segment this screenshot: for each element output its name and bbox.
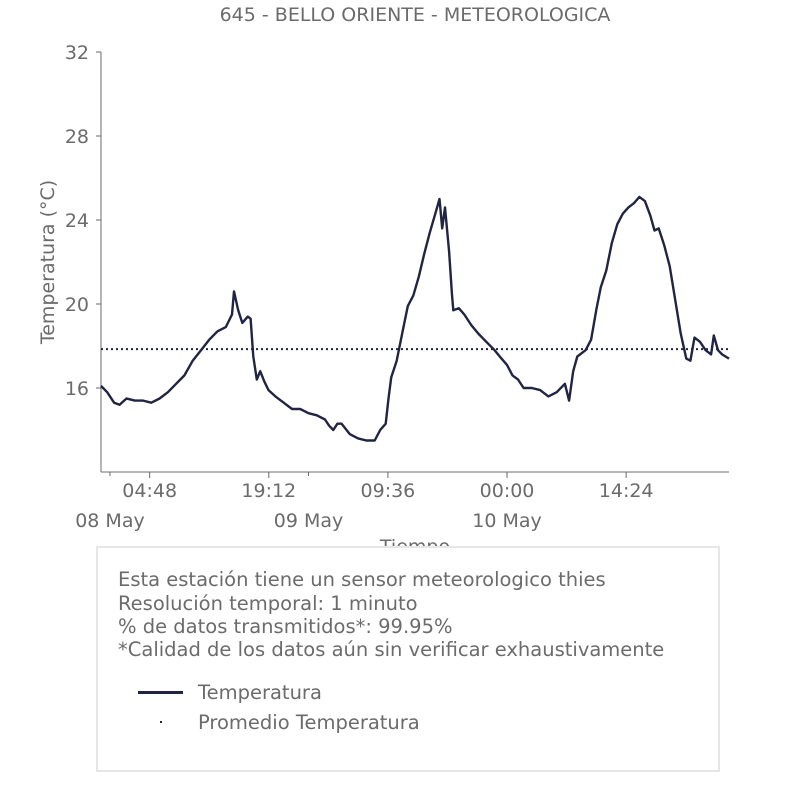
legend-dot-swatch — [138, 710, 184, 734]
x-tick-label: 14:24 — [599, 480, 654, 502]
series — [100, 195, 730, 442]
y-tick-label: 24 — [65, 210, 89, 232]
chart-title: 645 - BELLO ORIENTE - METEOROLOGICA — [220, 4, 611, 26]
y-axis: 16 20 24 28 32 — [65, 42, 102, 472]
x-date-label: 09 May — [274, 510, 344, 532]
y-axis-label: Temperatura (°C) — [37, 180, 59, 345]
legend-item-temperatura: Temperatura — [138, 680, 322, 704]
data-quality-note: *Calidad de los datos aún sin verificar … — [118, 638, 665, 661]
legend-label: Temperatura — [198, 680, 322, 704]
info-legend-box: Esta estación tiene un sensor meteorolog… — [96, 546, 720, 772]
station-description: Esta estación tiene un sensor meteorolog… — [118, 568, 606, 591]
x-tick-label: 09:36 — [361, 480, 416, 502]
y-tick-label: 32 — [65, 42, 89, 64]
temporal-resolution: Resolución temporal: 1 minuto — [118, 592, 418, 615]
y-tick-label: 28 — [65, 126, 89, 148]
legend-label: Promedio Temperatura — [198, 710, 420, 734]
legend-line-swatch — [138, 680, 184, 704]
legend-item-promedio: Promedio Temperatura — [138, 710, 420, 734]
x-tick-label: 04:48 — [122, 480, 177, 502]
x-date-label: 08 May — [75, 510, 145, 532]
x-date-label: 10 May — [472, 510, 542, 532]
temperature-line — [100, 195, 730, 442]
y-tick-label: 16 — [65, 378, 89, 400]
x-axis: 04:48 19:12 09:36 00:00 14:24 08 May 09 May 10 … — [75, 471, 729, 532]
x-tick-label: 19:12 — [241, 480, 296, 502]
y-tick-label: 20 — [65, 294, 89, 316]
x-tick-label: 00:00 — [480, 480, 535, 502]
data-transmitted: % de datos transmitidos*: 99.95% — [118, 615, 453, 638]
